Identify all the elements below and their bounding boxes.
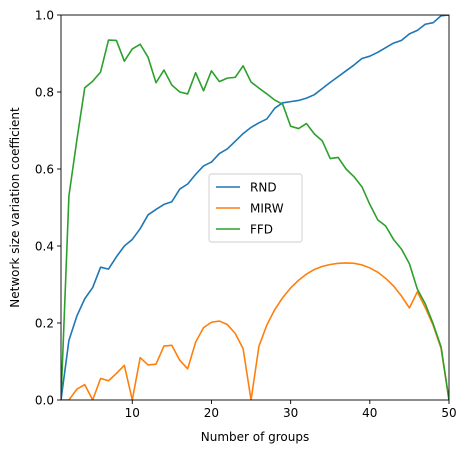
y-axis-label: Network size variation coefficient <box>8 107 22 308</box>
x-tick-label: 20 <box>204 406 219 420</box>
legend-label-mirw: MIRW <box>250 201 284 215</box>
axes: 10 20 30 40 50 0.0 0.2 0.4 0.6 0.8 1.0 <box>35 8 457 420</box>
legend-label-ffd: FFD <box>250 222 273 236</box>
y-tick-label: 0.8 <box>35 85 54 99</box>
series-line-ffd <box>61 39 449 400</box>
x-tick-label: 30 <box>283 406 298 420</box>
legend-label-rnd: RND <box>250 180 277 194</box>
series-line-rnd <box>61 15 449 400</box>
y-tick-label: 0.2 <box>35 316 54 330</box>
y-tick-label: 0.6 <box>35 162 54 176</box>
x-axis-label: Number of groups <box>201 430 310 444</box>
x-tick-label: 40 <box>362 406 377 420</box>
y-tick-label: 0.4 <box>35 239 54 253</box>
x-tick-label: 10 <box>125 406 140 420</box>
axes-frame <box>60 14 450 401</box>
y-tick-label: 1.0 <box>35 8 54 22</box>
plot-area <box>61 15 449 400</box>
x-tick-label: 50 <box>441 406 456 420</box>
legend-box <box>208 173 303 243</box>
y-tick-label: 0.0 <box>35 393 54 407</box>
series-line-mirw <box>61 262 449 400</box>
legend: RND MIRW FFD <box>208 173 303 243</box>
